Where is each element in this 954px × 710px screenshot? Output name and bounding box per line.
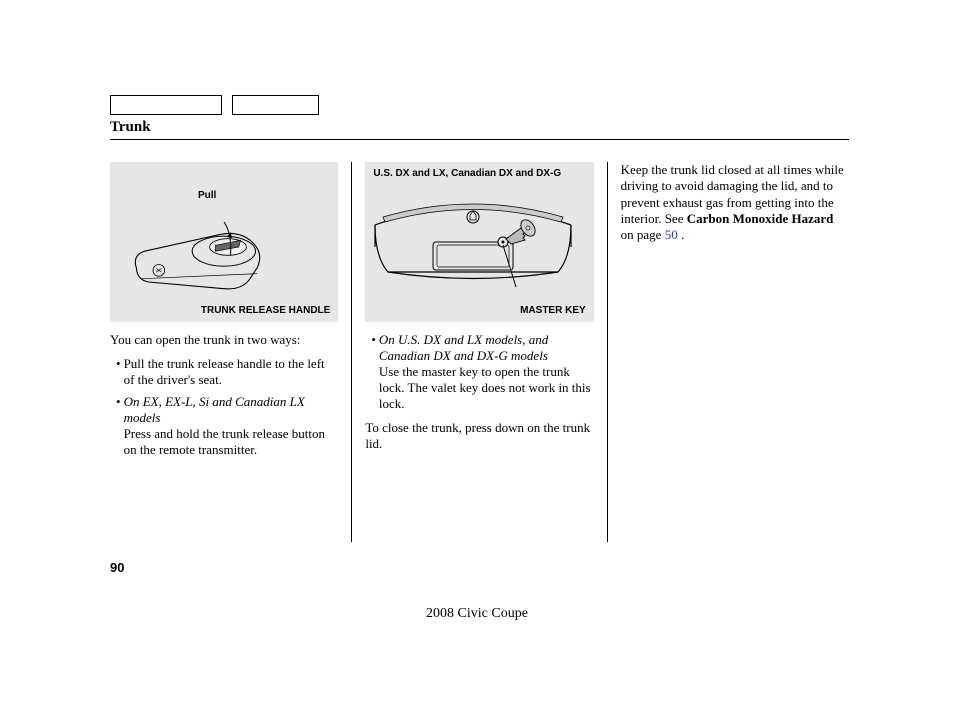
header-box-1[interactable] [110, 95, 222, 115]
column-1: Pull TRUNK RELEASE HANDLE You can open t… [110, 162, 351, 542]
col2-bullet-1: • On U.S. DX and LX models, and Canadian… [371, 332, 593, 412]
col1-intro: You can open the trunk in two ways: [110, 332, 338, 348]
page-reference-link[interactable]: 50 [665, 227, 678, 242]
section-title: Trunk [110, 119, 849, 140]
content-columns: Pull TRUNK RELEASE HANDLE You can open t… [110, 162, 849, 542]
col1-bullet-1: • Pull the trunk release handle to the l… [116, 356, 338, 388]
col2-close-text: To close the trunk, press down on the tr… [365, 420, 593, 453]
bullet-mark-icon: • [371, 332, 376, 412]
figure-master-key: U.S. DX and LX, Canadian DX and DX-G [365, 162, 593, 322]
col1-bullet2-body: Press and hold the trunk release button … [124, 426, 325, 457]
col1-bullet1-text: Pull the trunk release handle to the lef… [124, 356, 339, 388]
col1-bullet-2: • On EX, EX-L, Si and Canadian LX models… [116, 394, 338, 458]
column-2: U.S. DX and LX, Canadian DX and DX-G [352, 162, 606, 542]
footer-model-year: 2008 Civic Coupe [0, 606, 954, 622]
warn-bold: Carbon Monoxide Hazard [687, 211, 834, 226]
col2-bullet1-wrap: On U.S. DX and LX models, and Canadian D… [379, 332, 594, 412]
col1-bullet2-models: On EX, EX-L, Si and Canadian LX models [124, 394, 305, 425]
figure2-caption: MASTER KEY [520, 305, 586, 316]
figure2-header: U.S. DX and LX, Canadian DX and DX-G [373, 168, 585, 179]
warn-post: . [678, 227, 685, 242]
header-box-2[interactable] [232, 95, 319, 115]
figure-trunk-release-handle: Pull TRUNK RELEASE HANDLE [110, 162, 338, 322]
figure1-pull-label: Pull [198, 190, 216, 201]
header-link-boxes [110, 95, 849, 115]
figure1-caption: TRUNK RELEASE HANDLE [201, 305, 330, 316]
col2-bullet1-models: On U.S. DX and LX models, and Canadian D… [379, 332, 548, 363]
warn-mid: on page [621, 227, 665, 242]
col2-bullet1-body: Use the master key to open the trunk loc… [379, 364, 591, 411]
bullet-mark-icon: • [116, 356, 121, 388]
page-number: 90 [110, 560, 849, 575]
trunk-handle-illustration [128, 222, 278, 297]
col3-warning: Keep the trunk lid closed at all times w… [621, 162, 849, 243]
col1-bullet2-wrap: On EX, EX-L, Si and Canadian LX models P… [124, 394, 339, 458]
column-3: Keep the trunk lid closed at all times w… [608, 162, 849, 542]
trunk-lid-illustration [373, 187, 573, 297]
bullet-mark-icon: • [116, 394, 121, 458]
